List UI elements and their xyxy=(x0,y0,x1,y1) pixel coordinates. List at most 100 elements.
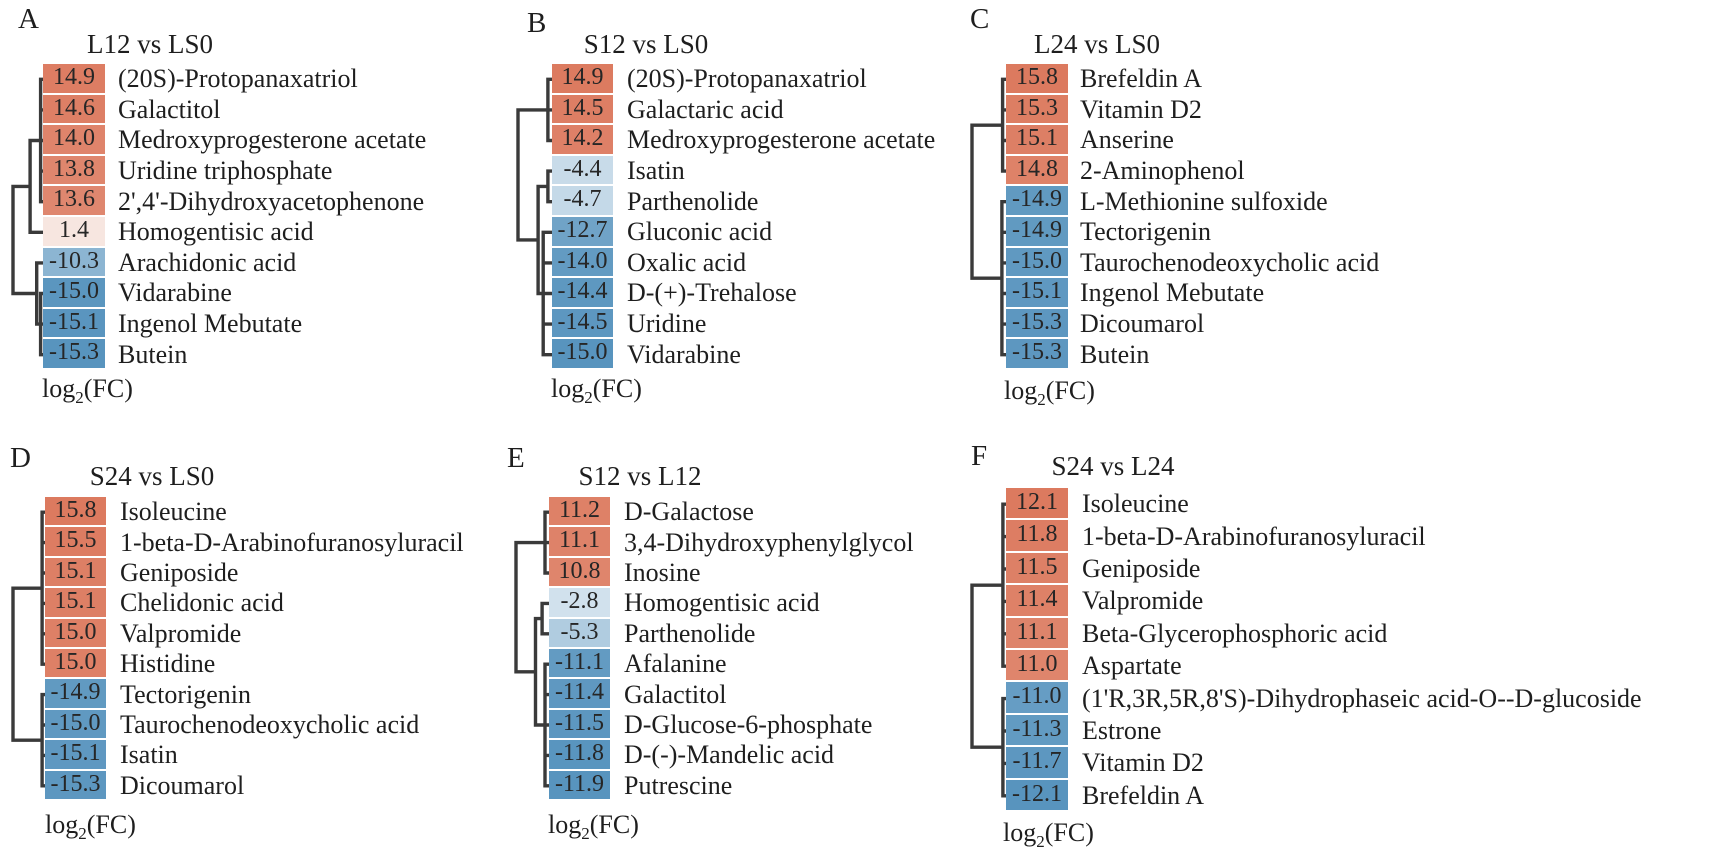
heatmap-cell: -11.4 xyxy=(549,679,610,710)
heatmap-cell: 15.5 xyxy=(45,527,106,558)
metabolite-name: Uridine triphosphate xyxy=(118,156,333,186)
fc-text: (FC) xyxy=(589,810,639,839)
heatmap-cell: -15.1 xyxy=(45,740,106,771)
metabolite-name: Isoleucine xyxy=(1082,489,1189,519)
fc-text: (FC) xyxy=(592,374,642,403)
heatmap-cell: -15.0 xyxy=(45,709,106,741)
heatmap-cell: -11.1 xyxy=(549,649,610,680)
metabolite-name: 1-beta-D-Arabinofuranosyluracil xyxy=(1082,521,1426,551)
metabolite-name: (20S)-Protopanaxatriol xyxy=(118,64,358,94)
metabolite-name: Isoleucine xyxy=(120,497,227,527)
axis-label-log2fc: log2(FC) xyxy=(42,374,133,406)
metabolite-name: Butein xyxy=(118,339,188,369)
axis-label-log2fc: log2(FC) xyxy=(548,810,639,844)
heatmap-cell: -15.3 xyxy=(1006,339,1068,370)
metabolite-name: Geniposide xyxy=(120,557,239,587)
fc-text: (FC) xyxy=(86,810,136,839)
metabolite-name: Taurochenodeoxycholic acid xyxy=(1080,247,1380,277)
heatmap-cell: 11.1 xyxy=(549,527,610,558)
heatmap-cell: -15.0 xyxy=(552,339,613,370)
metabolite-name: Valpromide xyxy=(120,618,242,648)
heatmap-cell: 1.4 xyxy=(43,217,105,248)
metabolite-name: Homogentisic acid xyxy=(624,588,820,618)
metabolite-name: Anserine xyxy=(1080,125,1174,155)
heatmap-cell: 14.5 xyxy=(552,94,613,126)
heatmap-cell: -14.0 xyxy=(552,247,613,279)
metabolite-name: 2',4'-Dihydroxyacetophenone xyxy=(118,186,425,216)
axis-label-log2fc: log2(FC) xyxy=(1004,376,1095,408)
log-base-text: log xyxy=(1003,818,1037,847)
heatmap-cell: -15.0 xyxy=(43,278,105,309)
heatmap-cell: -10.3 xyxy=(43,247,105,279)
log-subscript: 2 xyxy=(581,824,590,844)
metabolite-name: Gluconic acid xyxy=(627,217,773,247)
heatmap-cell: -15.1 xyxy=(1006,278,1068,309)
heatmap-cell: -5.3 xyxy=(549,618,610,649)
metabolite-name: 2-Aminophenol xyxy=(1080,156,1245,186)
metabolite-name: Vidarabine xyxy=(118,278,232,308)
metabolite-name: L-Methionine sulfoxide xyxy=(1080,186,1328,216)
metabolite-name: Parthenolide xyxy=(627,186,759,216)
log-subscript: 2 xyxy=(78,824,87,844)
log-base-text: log xyxy=(1004,376,1038,405)
heatmap-cell: -14.4 xyxy=(552,278,613,309)
heatmap-cell: 14.0 xyxy=(43,125,105,156)
heatmap-cell: -14.5 xyxy=(552,308,613,340)
metabolite-name: (20S)-Protopanaxatriol xyxy=(627,64,867,94)
panel-title-D: S24 vs LS0 xyxy=(89,461,215,491)
metabolite-name: Uridine xyxy=(627,309,707,339)
metabolite-name: Tectorigenin xyxy=(120,679,252,709)
axis-label-log2fc: log2(FC) xyxy=(551,374,642,408)
metabolite-name: Vidarabine xyxy=(627,339,741,369)
heatmap-cell: 14.8 xyxy=(1006,155,1068,187)
metabolite-name: Vitamin D2 xyxy=(1082,748,1204,778)
heatmap-cell: 15.1 xyxy=(1006,125,1068,156)
heatmap-cell: 11.2 xyxy=(549,497,610,528)
heatmap-cell: 15.0 xyxy=(45,618,106,649)
heatmap-cell: -11.8 xyxy=(549,740,610,771)
metabolite-name: Brefeldin A xyxy=(1082,780,1205,810)
axis-label-log2fc: log2(FC) xyxy=(1003,818,1094,852)
heatmap-cell: 14.6 xyxy=(43,94,105,126)
metabolite-name: Chelidonic acid xyxy=(120,588,284,618)
panel-letter-C: C xyxy=(970,3,990,35)
heatmap-cell: 14.9 xyxy=(43,64,105,95)
log-base-text: log xyxy=(45,810,79,839)
heatmap-cell: -11.5 xyxy=(549,709,610,741)
heatmap-cell: 15.3 xyxy=(1006,94,1068,126)
heatmap-cell: 11.1 xyxy=(1006,617,1068,650)
log-subscript: 2 xyxy=(584,388,593,408)
panel-letter-D: D xyxy=(10,442,31,474)
metabolite-name: 1-beta-D-Arabinofuranosyluracil xyxy=(120,527,464,557)
heatmap-cell: -4.4 xyxy=(552,155,613,187)
metabolite-name: Arachidonic acid xyxy=(118,247,297,277)
heatmap-cell: 13.6 xyxy=(43,186,105,217)
metabolite-name: 3,4-Dihydroxyphenylglycol xyxy=(624,527,914,557)
metabolite-name: Galactaric acid xyxy=(627,94,784,124)
heatmap-cell: 10.8 xyxy=(549,557,610,589)
metabolite-name: Medroxyprogesterone acetate xyxy=(627,125,936,155)
metabolite-name: Isatin xyxy=(627,156,685,186)
heatmap-cell: 11.8 xyxy=(1006,520,1068,553)
heatmap-cell: -12.7 xyxy=(552,217,613,248)
heatmap-cell: 15.1 xyxy=(45,557,106,589)
metabolite-name: D-(+)-Trehalose xyxy=(627,278,797,308)
metabolite-name: Medroxyprogesterone acetate xyxy=(118,125,427,155)
heatmap-cell: 12.1 xyxy=(1006,488,1068,521)
heatmap-cell: 14.2 xyxy=(552,125,613,156)
metabolite-name: Afalanine xyxy=(624,649,727,679)
panel-letter-E: E xyxy=(507,442,525,474)
dendrogram-B xyxy=(516,77,558,357)
metabolite-name: Butein xyxy=(1080,339,1150,369)
metabolite-name: Estrone xyxy=(1082,715,1162,745)
heatmap-cell: 15.0 xyxy=(45,649,106,680)
metabolite-name: Beta-Glycerophosphoric acid xyxy=(1082,618,1388,648)
metabolite-name: Histidine xyxy=(120,649,216,679)
heatmap-cell: -11.0 xyxy=(1006,682,1068,715)
heatmap-cell: 15.8 xyxy=(1006,64,1068,95)
heatmap-cell: -14.9 xyxy=(1006,217,1068,248)
heatmap-cell: -15.3 xyxy=(43,339,105,370)
fc-text: (FC) xyxy=(83,374,133,403)
log-subscript: 2 xyxy=(1036,832,1045,852)
